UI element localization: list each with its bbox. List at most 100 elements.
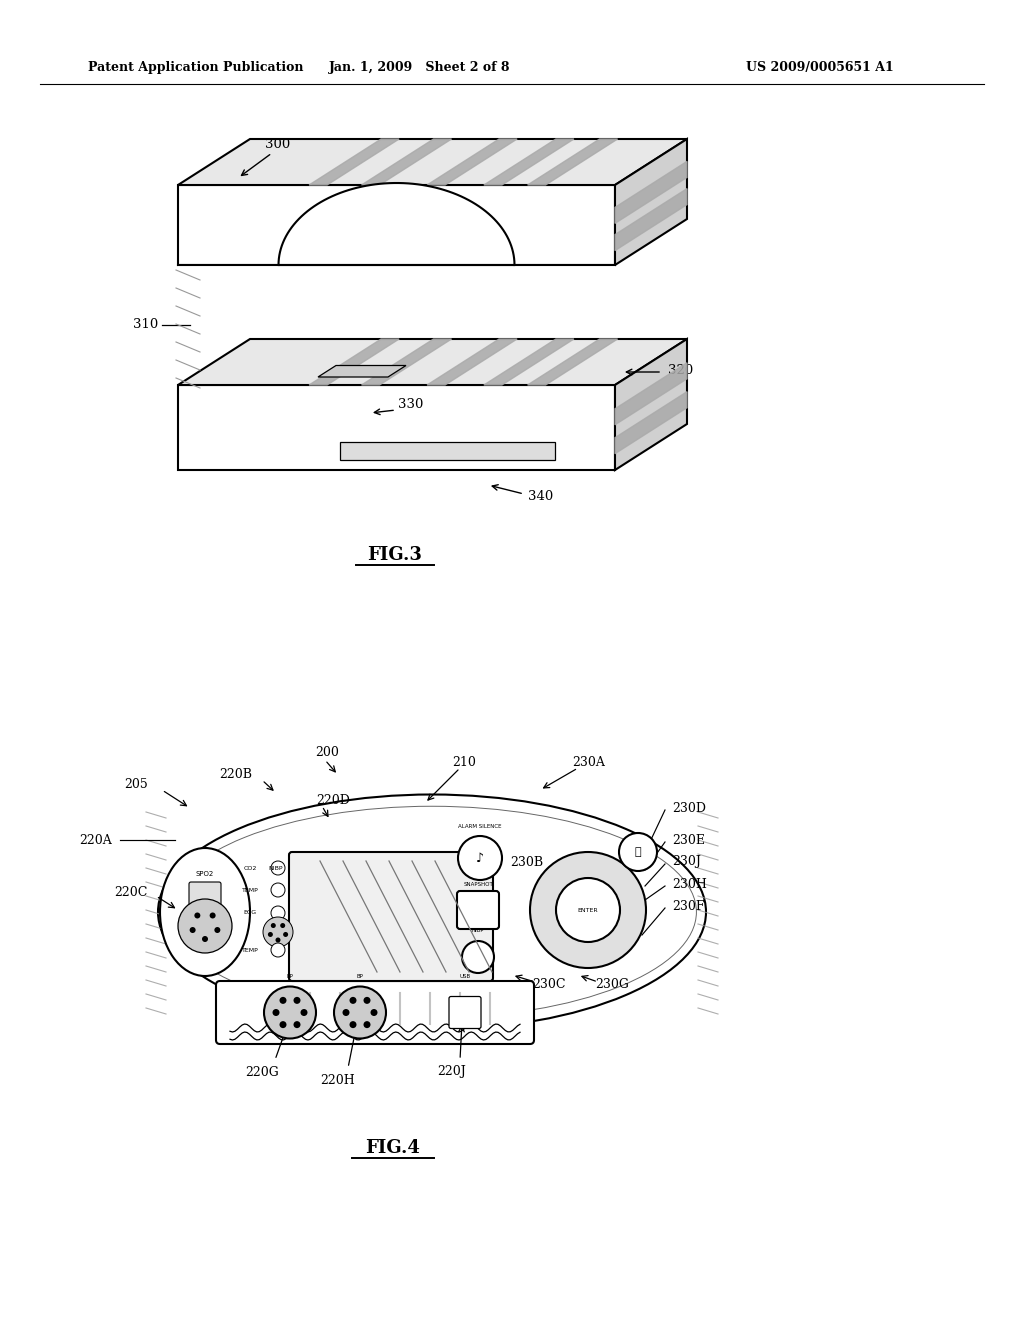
Text: 320: 320	[668, 363, 693, 376]
Circle shape	[294, 1022, 300, 1028]
Text: NIBP: NIBP	[472, 928, 484, 933]
Circle shape	[202, 936, 208, 942]
Text: SNAPSHOT: SNAPSHOT	[463, 883, 493, 887]
Polygon shape	[340, 442, 555, 459]
Circle shape	[364, 997, 371, 1005]
Polygon shape	[361, 339, 452, 385]
Polygon shape	[361, 139, 452, 185]
Polygon shape	[615, 339, 687, 470]
Polygon shape	[178, 183, 615, 269]
Polygon shape	[178, 185, 615, 265]
Text: 330: 330	[398, 399, 423, 412]
Circle shape	[349, 1022, 356, 1028]
Text: ENTER: ENTER	[578, 908, 598, 912]
Circle shape	[271, 861, 285, 875]
Circle shape	[294, 997, 300, 1005]
Circle shape	[283, 932, 288, 937]
Circle shape	[178, 899, 232, 953]
Circle shape	[458, 836, 502, 880]
Circle shape	[462, 941, 494, 973]
Polygon shape	[615, 363, 687, 425]
FancyBboxPatch shape	[289, 851, 493, 981]
Circle shape	[556, 878, 620, 942]
Text: 220C: 220C	[115, 886, 148, 899]
FancyBboxPatch shape	[457, 891, 499, 929]
Text: 210: 210	[452, 755, 476, 768]
Text: NIBP: NIBP	[268, 866, 283, 870]
Text: 300: 300	[265, 139, 291, 152]
Text: 205: 205	[124, 779, 148, 792]
Text: 220F: 220F	[318, 903, 350, 916]
Circle shape	[189, 927, 196, 933]
Text: 200: 200	[315, 747, 339, 759]
Circle shape	[364, 1022, 371, 1028]
Text: 340: 340	[528, 490, 553, 503]
Circle shape	[270, 923, 275, 928]
Text: ALARM SILENCE: ALARM SILENCE	[459, 824, 502, 829]
Circle shape	[263, 917, 293, 946]
Text: 220A: 220A	[79, 833, 112, 846]
Circle shape	[268, 932, 272, 937]
Polygon shape	[309, 139, 399, 185]
Text: ⏻: ⏻	[635, 847, 641, 857]
Text: 230B: 230B	[510, 855, 543, 869]
Text: 230F: 230F	[672, 899, 705, 912]
Polygon shape	[527, 339, 617, 385]
Polygon shape	[484, 339, 573, 385]
Polygon shape	[318, 366, 406, 378]
Text: CO2: CO2	[244, 866, 257, 870]
Circle shape	[530, 851, 646, 968]
Circle shape	[272, 1008, 280, 1016]
Circle shape	[271, 906, 285, 920]
Ellipse shape	[158, 795, 706, 1030]
FancyBboxPatch shape	[189, 882, 221, 935]
Text: 230D: 230D	[672, 801, 706, 814]
Text: BP: BP	[287, 974, 294, 979]
Polygon shape	[615, 139, 687, 265]
Circle shape	[371, 1008, 378, 1016]
Text: 220H: 220H	[321, 1073, 355, 1086]
FancyBboxPatch shape	[216, 981, 534, 1044]
Polygon shape	[527, 139, 617, 185]
Text: Jan. 1, 2009   Sheet 2 of 8: Jan. 1, 2009 Sheet 2 of 8	[330, 62, 511, 74]
Circle shape	[271, 883, 285, 898]
Ellipse shape	[160, 847, 250, 975]
Circle shape	[281, 923, 286, 928]
Text: 230J: 230J	[672, 855, 700, 869]
FancyBboxPatch shape	[449, 997, 481, 1028]
Text: 220D: 220D	[316, 793, 350, 807]
Circle shape	[342, 1008, 349, 1016]
Text: 230A: 230A	[572, 755, 605, 768]
Text: ECG: ECG	[244, 911, 257, 916]
Polygon shape	[178, 139, 687, 185]
Text: 230C: 230C	[532, 978, 565, 991]
Text: SPO2: SPO2	[196, 871, 214, 876]
Text: FIG.4: FIG.4	[366, 1139, 421, 1158]
Text: 220J: 220J	[437, 1065, 466, 1078]
Circle shape	[280, 1022, 287, 1028]
Text: 220G: 220G	[245, 1065, 279, 1078]
Polygon shape	[178, 339, 687, 385]
Text: 310: 310	[133, 318, 158, 331]
Text: 230H: 230H	[672, 878, 707, 891]
Circle shape	[214, 927, 220, 933]
Text: 230G: 230G	[595, 978, 629, 991]
Circle shape	[195, 912, 201, 919]
Polygon shape	[427, 339, 517, 385]
Text: FIG.3: FIG.3	[368, 546, 423, 564]
Polygon shape	[484, 139, 573, 185]
Polygon shape	[615, 189, 687, 251]
Text: 230E: 230E	[672, 833, 705, 846]
Circle shape	[349, 997, 356, 1005]
Circle shape	[210, 912, 216, 919]
Circle shape	[275, 937, 281, 942]
Polygon shape	[615, 161, 687, 223]
Polygon shape	[427, 139, 517, 185]
Text: US 2009/0005651 A1: US 2009/0005651 A1	[746, 62, 894, 74]
Circle shape	[264, 986, 316, 1039]
Text: Patent Application Publication: Patent Application Publication	[88, 62, 303, 74]
Circle shape	[618, 833, 657, 871]
Text: BP: BP	[356, 974, 364, 979]
Text: ♪: ♪	[476, 851, 484, 865]
Text: TEMP: TEMP	[242, 887, 258, 892]
